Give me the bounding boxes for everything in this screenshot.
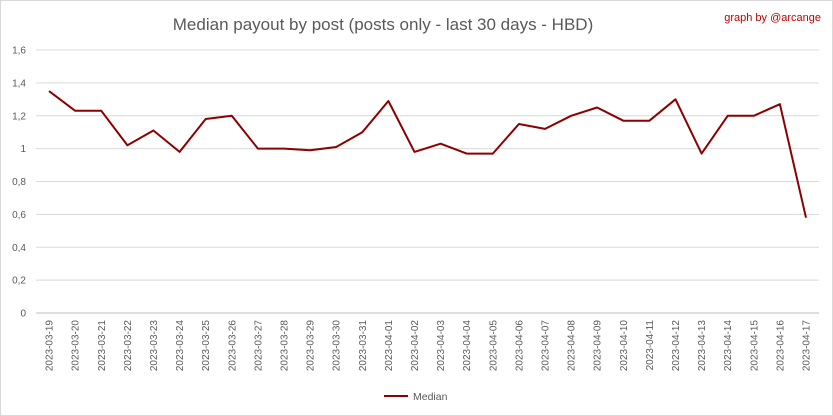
x-tick-label: 2023-03-29 [306,320,317,372]
y-tick-label: 1,6 [12,46,26,57]
x-tick-label: 2023-04-01 [384,320,395,372]
y-tick-label: 0,6 [12,210,26,221]
x-tick-label: 2023-04-15 [749,320,760,372]
x-tick-label: 2023-03-31 [358,320,369,372]
legend: Median [384,391,448,403]
chart-title: Median payout by post (posts only - last… [173,15,593,34]
x-tick-label: 2023-04-04 [462,320,473,372]
x-tick-label: 2023-04-02 [410,320,421,372]
x-tick-label: 2023-03-20 [71,320,82,372]
x-tick-label: 2023-04-03 [436,320,447,372]
y-tick-label: 0 [20,309,26,320]
x-tick-label: 2023-04-12 [671,320,682,372]
x-tick-label: 2023-03-22 [123,320,134,372]
y-tick-label: 1,4 [12,78,26,89]
x-tick-label: 2023-04-14 [723,320,734,372]
x-tick-label: 2023-03-26 [227,320,238,372]
x-tick-label: 2023-04-07 [540,320,551,372]
gridlines [36,49,819,314]
x-tick-label: 2023-04-05 [488,320,499,372]
series-line-median [48,90,807,218]
y-tick-label: 1 [20,144,26,155]
x-tick-label: 2023-04-13 [697,320,708,372]
x-tick-label: 2023-03-24 [175,320,186,372]
x-tick-label: 2023-04-10 [619,320,630,372]
series-group [48,90,807,218]
y-tick-label: 1,2 [12,111,26,122]
x-tick-label: 2023-03-23 [149,320,160,372]
x-tick-label: 2023-03-25 [201,320,212,372]
x-tick-label: 2023-04-17 [801,320,812,372]
y-axis-ticks: 0 0,2 0,4 0,6 0,8 1 1,2 1,4 1,6 [12,46,26,320]
chart-credit: graph by @arcange [724,12,821,24]
x-tick-label: 2023-04-09 [593,320,604,372]
x-tick-label: 2023-03-28 [279,320,290,372]
x-tick-label: 2023-04-08 [567,320,578,372]
y-tick-label: 0,2 [12,276,26,287]
y-tick-label: 0,8 [12,177,26,188]
y-tick-label: 0,4 [12,243,26,254]
x-tick-label: 2023-03-21 [97,320,108,372]
x-tick-label: 2023-04-16 [775,320,786,372]
x-tick-label: 2023-04-06 [514,320,525,372]
x-axis-ticks: 2023-03-19 2023-03-20 2023-03-21 2023-03-22… [45,320,813,372]
x-tick-label: 2023-03-19 [45,320,56,372]
legend-label-median: Median [413,391,448,403]
x-tick-label: 2023-03-30 [332,320,343,372]
x-tick-label: 2023-03-27 [253,320,264,372]
x-tick-label: 2023-04-11 [645,320,656,371]
